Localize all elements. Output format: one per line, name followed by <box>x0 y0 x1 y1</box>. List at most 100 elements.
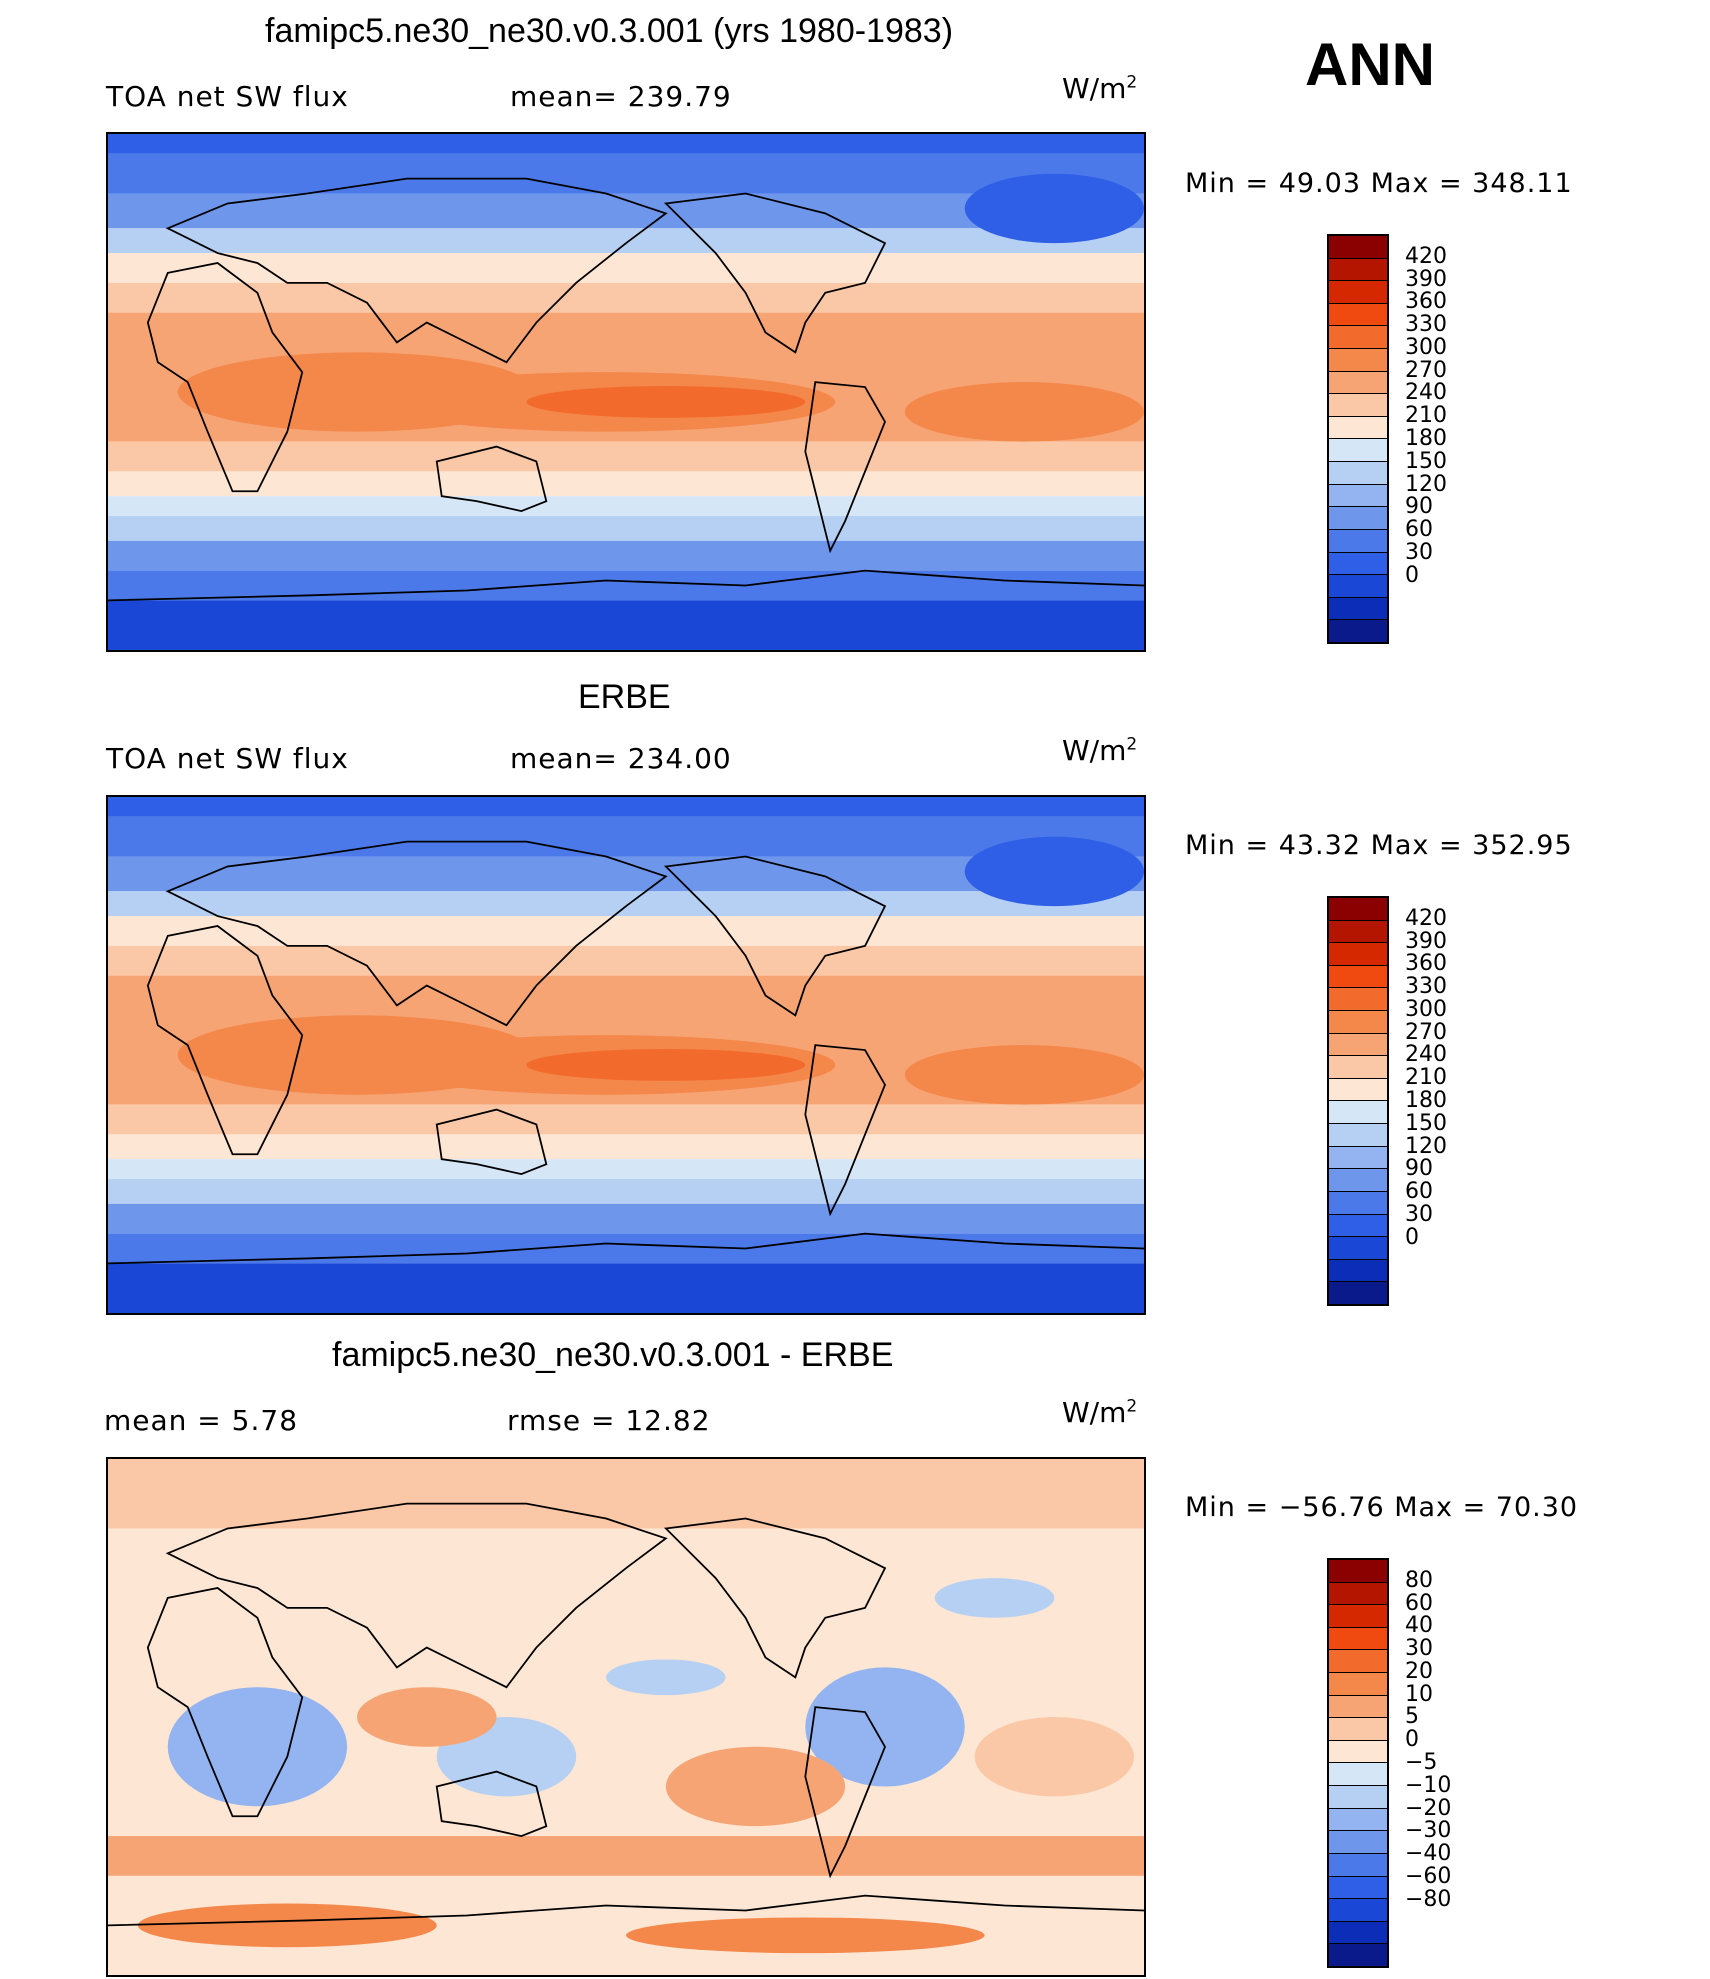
colorbar-swatch <box>1329 439 1387 463</box>
colorbar-swatch <box>1329 303 1387 327</box>
panel3-rmse-label: rmse = 12.82 <box>507 1404 711 1437</box>
colorbar-tick-label: 270 <box>1405 1019 1447 1045</box>
colorbar-swatch <box>1329 1808 1387 1832</box>
coastline <box>663 855 887 1017</box>
panel3-colorbar-ticks: 80 60 40 30 20 10 5 0 −5 −10 −20 −30 −40 −60 −80 <box>1405 1558 1485 1968</box>
colorbar-swatch <box>1329 1101 1387 1125</box>
colorbar-swatch <box>1329 1944 1387 1966</box>
field-blob <box>626 1917 985 1954</box>
panel1-minmax: Min = 49.03 Max = 348.11 <box>1185 168 1573 199</box>
coastline <box>804 1044 886 1217</box>
colorbar-swatch <box>1329 1124 1387 1147</box>
colorbar-swatch <box>1329 1831 1387 1854</box>
field-blob <box>526 386 806 418</box>
panel3-minmax: Min = −56.76 Max = 70.30 <box>1185 1492 1579 1523</box>
field-blob <box>137 1903 437 1948</box>
field-band <box>108 228 1144 254</box>
colorbar-tick-label: 5 <box>1405 1704 1419 1730</box>
field-blob <box>665 1746 846 1827</box>
coastline <box>435 445 548 513</box>
colorbar-tick-label: 210 <box>1405 403 1447 429</box>
colorbar-swatch <box>1329 620 1387 642</box>
units-text: W/m <box>1062 1396 1127 1429</box>
colorbar-tick-label: 120 <box>1405 1133 1447 1159</box>
coastline <box>804 381 886 554</box>
colorbar-swatch <box>1329 1853 1387 1877</box>
coastline <box>146 925 304 1156</box>
colorbar-swatch <box>1329 1650 1387 1674</box>
field-band <box>108 1104 1144 1135</box>
coastline <box>663 192 887 354</box>
coastline <box>663 1517 887 1679</box>
colorbar-swatch <box>1329 326 1387 350</box>
coastline <box>165 177 668 364</box>
colorbar-tick-label: 300 <box>1405 334 1447 360</box>
colorbar-tick-label: 210 <box>1405 1065 1447 1091</box>
colorbar-tick-label: 0 <box>1405 562 1419 588</box>
colorbar-swatch <box>1329 1921 1387 1945</box>
panel1-title: famipc5.ne30_ne30.v0.3.001 (yrs 1980-198… <box>265 12 954 50</box>
field-blob <box>974 1717 1135 1797</box>
colorbar-tick-label: 360 <box>1405 289 1447 315</box>
colorbar-tick-label: 90 <box>1405 494 1433 520</box>
colorbar-tick-label: 80 <box>1405 1567 1433 1593</box>
panel1-colorbar-ticks: 420 390 360 330 300 270 240 210 180 150 120 90 60 30 0 <box>1405 234 1485 644</box>
colorbar-tick-label: 330 <box>1405 312 1447 338</box>
panel1-variable-label: TOA net SW flux <box>106 80 349 113</box>
panel2-title: ERBE <box>578 678 671 716</box>
colorbar-tick-label: 240 <box>1405 380 1447 406</box>
colorbar-tick-label: 60 <box>1405 517 1433 543</box>
field-blob <box>904 1045 1144 1105</box>
panel2-colorbar-ticks: 420 390 360 330 300 270 240 210 180 150 120 90 60 30 0 <box>1405 896 1485 1306</box>
coastline <box>804 1706 886 1879</box>
panel2-mean-label: mean= 234.00 <box>510 742 732 775</box>
colorbar-swatch <box>1329 1876 1387 1900</box>
coastline <box>165 840 668 1027</box>
coastline <box>435 1108 548 1176</box>
colorbar-tick-label: 150 <box>1405 1110 1447 1136</box>
coastline <box>146 262 304 493</box>
colorbar-swatch <box>1329 281 1387 304</box>
colorbar-swatch <box>1329 1695 1387 1719</box>
colorbar-tick-label: 0 <box>1405 1224 1419 1250</box>
coastline <box>146 1587 304 1818</box>
colorbar-tick-label: −5 <box>1405 1750 1438 1775</box>
coastline <box>165 1502 668 1689</box>
colorbar-swatch <box>1329 529 1387 553</box>
colorbar-tick-label: 240 <box>1405 1042 1447 1068</box>
panel2-variable-label: TOA net SW flux <box>106 742 349 775</box>
field-band <box>108 945 1144 976</box>
field-band <box>108 797 1144 817</box>
colorbar-tick-label: 30 <box>1405 539 1433 565</box>
colorbar-swatch <box>1329 988 1387 1012</box>
field-band <box>108 516 1144 541</box>
colorbar-swatch <box>1329 1169 1387 1192</box>
colorbar-tick-label: 300 <box>1405 996 1447 1022</box>
panel3-title: famipc5.ne30_ne30.v0.3.001 - ERBE <box>332 1336 894 1374</box>
units-superscript: 2 <box>1126 72 1138 93</box>
colorbar-swatch <box>1329 484 1387 508</box>
colorbar-swatch <box>1329 1582 1387 1606</box>
units-text: W/m <box>1062 72 1127 105</box>
field-band <box>108 891 1144 917</box>
coastline <box>108 569 1144 602</box>
colorbar-tick-label: 150 <box>1405 448 1447 474</box>
colorbar-swatch <box>1329 1282 1387 1304</box>
colorbar-swatch <box>1329 1740 1387 1764</box>
field-band <box>108 1134 1144 1160</box>
colorbar-tick-label: −60 <box>1405 1863 1452 1889</box>
field-blob <box>904 382 1144 442</box>
colorbar-tick-label: 420 <box>1405 905 1447 931</box>
colorbar-swatch <box>1329 349 1387 372</box>
field-band <box>108 282 1144 313</box>
colorbar-swatch <box>1329 1560 1387 1583</box>
colorbar-swatch <box>1329 507 1387 530</box>
coastline <box>108 1232 1144 1265</box>
coastline <box>435 1770 548 1838</box>
panel1-map <box>106 132 1146 652</box>
colorbar-swatch <box>1329 943 1387 966</box>
field-blob <box>805 1667 965 1787</box>
panel3-mean-label: mean = 5.78 <box>104 1404 299 1437</box>
field-band <box>108 471 1144 497</box>
field-band <box>108 134 1144 154</box>
